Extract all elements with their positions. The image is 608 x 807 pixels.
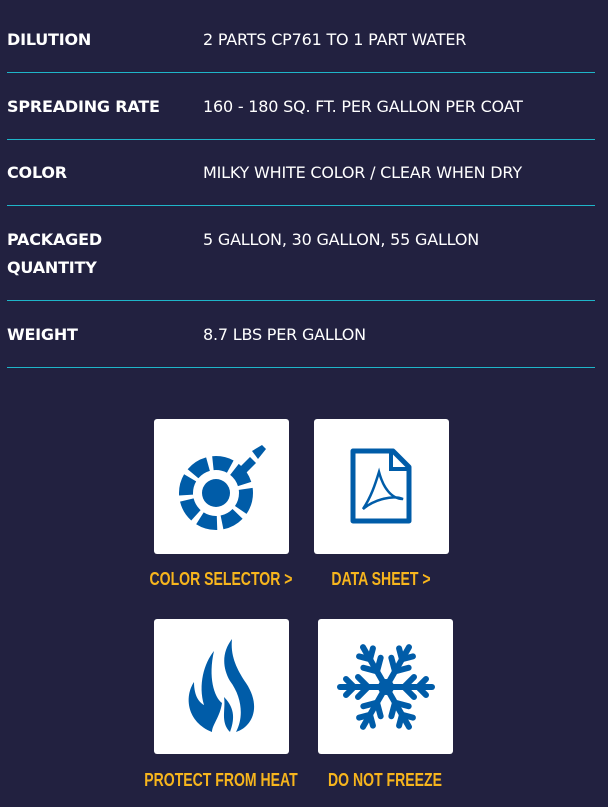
spec-row-spreading-rate: SPREADING RATE 160 - 180 SQ. FT. PER GAL… (7, 93, 595, 140)
spec-label: PACKAGED QUANTITY (7, 230, 102, 277)
snowflake-icon (336, 642, 435, 732)
spec-value: MILKY WHITE COLOR / CLEAR WHEN DRY (203, 163, 522, 182)
spec-row-dilution: DILUTION 2 PARTS CP761 TO 1 PART WATER (7, 26, 595, 73)
color-wheel-icon (178, 444, 266, 530)
color-selector-tile[interactable] (154, 419, 289, 554)
spec-label: SPREADING RATE (7, 97, 160, 116)
spec-value: 5 GALLON, 30 GALLON, 55 GALLON (203, 230, 479, 249)
flame-icon (188, 638, 254, 732)
do-not-freeze-label: DO NOT FREEZE (328, 770, 442, 790)
pdf-document-icon (350, 448, 411, 523)
spec-row-color: COLOR MILKY WHITE COLOR / CLEAR WHEN DRY (7, 159, 595, 206)
spec-label: WEIGHT (7, 325, 78, 344)
spec-value: 8.7 LBS PER GALLON (203, 325, 366, 344)
data-sheet-link[interactable]: DATA SHEET > (331, 569, 431, 589)
spec-value: 2 PARTS CP761 TO 1 PART WATER (203, 30, 467, 49)
spec-label: DILUTION (7, 30, 92, 49)
color-selector-link[interactable]: COLOR SELECTOR > (149, 569, 293, 589)
spec-row-weight: WEIGHT 8.7 LBS PER GALLON (7, 321, 595, 368)
spec-label: COLOR (7, 163, 67, 182)
data-sheet-tile[interactable] (314, 419, 449, 554)
protect-from-heat-tile (154, 619, 289, 754)
spec-row-packaged-quantity: PACKAGED QUANTITY 5 GALLON, 30 GALLON, 5… (7, 226, 595, 301)
do-not-freeze-tile (318, 619, 453, 754)
spec-value: 160 - 180 SQ. FT. PER GALLON PER COAT (203, 97, 523, 116)
protect-from-heat-label: PROTECT FROM HEAT (144, 770, 298, 790)
